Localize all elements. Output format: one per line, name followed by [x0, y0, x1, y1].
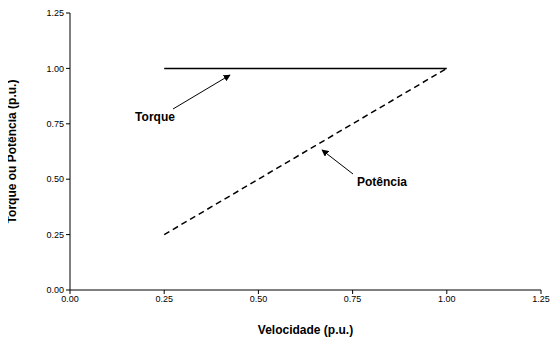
svg-text:1.25: 1.25: [532, 294, 550, 304]
svg-text:0.50: 0.50: [46, 174, 64, 184]
svg-text:0.00: 0.00: [46, 285, 64, 295]
svg-text:0.25: 0.25: [155, 294, 173, 304]
svg-text:Potência: Potência: [357, 175, 407, 189]
svg-text:Torque: Torque: [135, 110, 175, 124]
svg-text:1.25: 1.25: [46, 8, 64, 18]
svg-text:1.00: 1.00: [438, 294, 456, 304]
svg-text:0.25: 0.25: [46, 230, 64, 240]
svg-text:0.00: 0.00: [61, 294, 79, 304]
svg-text:0.50: 0.50: [250, 294, 268, 304]
svg-text:Torque ou Potência (p.u.): Torque ou Potência (p.u.): [8, 80, 19, 224]
svg-text:1.00: 1.00: [46, 64, 64, 74]
svg-text:0.75: 0.75: [46, 119, 64, 129]
svg-text:Velocidade (p.u.): Velocidade (p.u.): [258, 323, 353, 337]
svg-text:0.75: 0.75: [344, 294, 362, 304]
